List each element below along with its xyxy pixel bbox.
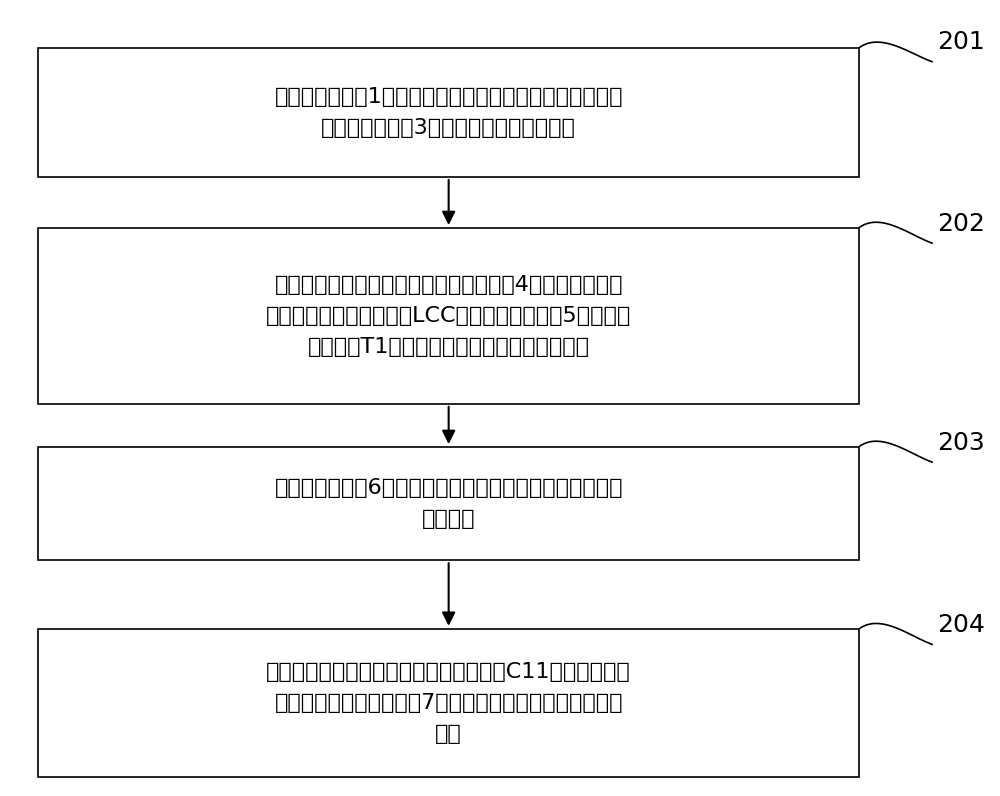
Text: 高压整流组件（6）将所述高压交流方波整流为高压脉动直
流电压后: 高压整流组件（6）将所述高压交流方波整流为高压脉动直 流电压后 [274,478,623,529]
Text: 202: 202 [937,212,985,236]
Text: 203: 203 [937,431,985,455]
Text: 204: 204 [937,613,985,637]
Text: 所述高压脉动直流经过高压储能滤波电容C11滤波为平滑直
流电压输出，电阻组件（7）对该输出的平滑直流电压进行
采样: 所述高压脉动直流经过高压储能滤波电容C11滤波为平滑直 流电压输出，电阻组件（7… [266,661,631,744]
Bar [38,447,859,560]
Text: 全桥整流电路（1）将三相交流电整流为脉动直流电压后经
滤波电容组件（3）滤波为平滑的直流电压: 全桥整流电路（1）将三相交流电整流为脉动直流电压后经 滤波电容组件（3）滤波为平… [274,87,623,139]
Text: 滤波后的平滑直流电压经全桥逆变电路（4）转化为高频的
交流方波电压后，其又经LCC串并联谐振电路（5）和主功
率变压器T1进行升压处理，得到高压交流方波: 滤波后的平滑直流电压经全桥逆变电路（4）转化为高频的 交流方波电压后，其又经LC… [266,275,631,357]
Text: 201: 201 [937,30,985,54]
Bar [38,228,859,404]
Bar [38,48,859,177]
Bar [38,629,859,778]
